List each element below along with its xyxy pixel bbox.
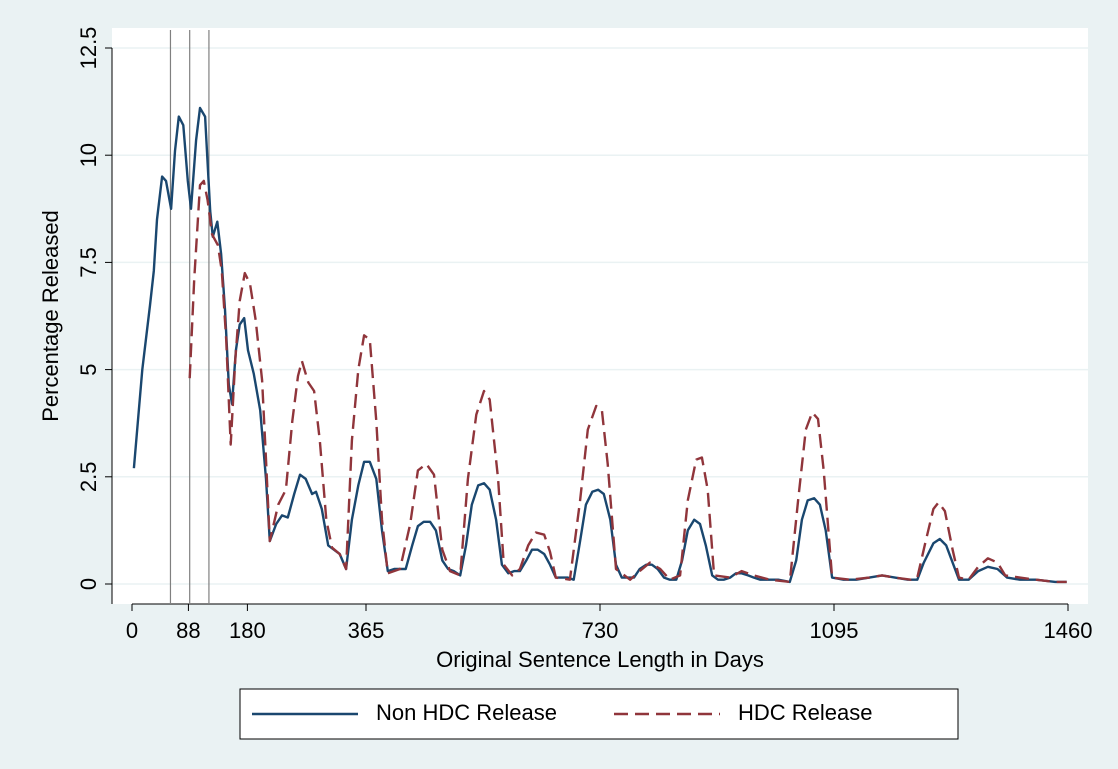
series-line [132,106,1067,584]
legend-box [239,688,959,740]
y-tick-label: 2.5 [76,462,101,493]
y-tick-label: 0 [76,578,101,590]
y-tick-label: 12.5 [76,27,101,70]
x-tick-label: 0 [126,618,138,643]
series-line [188,179,1067,584]
x-tick-label: 88 [176,618,200,643]
x-tick-label: 365 [348,618,385,643]
x-tick-label: 1095 [810,618,859,643]
x-axis-title: Original Sentence Length in Days [436,647,764,672]
plot-area [112,28,1088,604]
legend-label: HDC Release [738,700,873,725]
x-tick-label: 730 [582,618,619,643]
y-tick-label: 7.5 [76,247,101,278]
x-tick-label: 180 [229,618,266,643]
y-tick-label: 10 [76,143,101,167]
y-tick-label: 5 [76,363,101,375]
x-tick-label: 1460 [1044,618,1093,643]
legend-label: Non HDC Release [376,700,557,725]
y-axis-title: Percentage Released [38,210,63,422]
